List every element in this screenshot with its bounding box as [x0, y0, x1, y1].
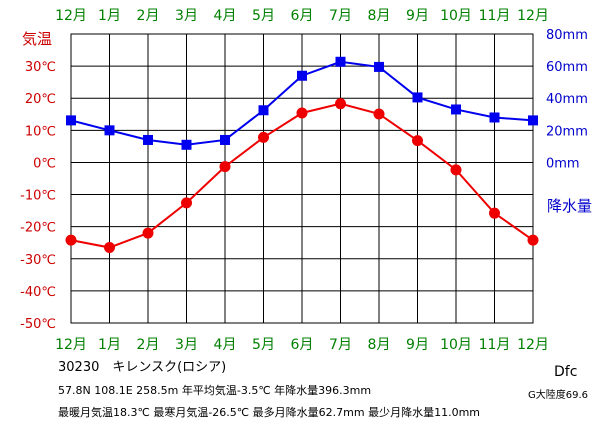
precipitation-tick-label: 60mm: [546, 60, 588, 75]
temperature-tick-label: 20℃: [25, 92, 56, 107]
temperature-point: [219, 161, 231, 173]
temperature-point: [335, 98, 346, 110]
month-label: 6月: [291, 8, 314, 24]
month-label: 12月: [517, 8, 549, 24]
month-label: 4月: [214, 8, 237, 24]
precipitation-point: [335, 56, 346, 67]
month-label: 3月: [175, 337, 198, 353]
month-label: 4月: [214, 337, 237, 353]
temperature-axis-title: 気温: [22, 30, 52, 48]
temperature-tick-label: -30℃: [20, 253, 56, 268]
koppen-class: Dfc: [554, 364, 578, 380]
precipitation-point: [451, 104, 461, 115]
month-label: 12月: [55, 8, 87, 24]
month-label: 2月: [137, 8, 160, 24]
station-info-line-1: 57.8N 108.1E 258.5m 年平均気温-3.5℃ 年降水量396.3…: [58, 384, 372, 397]
precipitation-point: [104, 125, 115, 136]
month-label: 5月: [252, 8, 275, 24]
temperature-point: [296, 107, 308, 119]
temperature-point: [65, 234, 77, 246]
precipitation-axis-ticks: 80mm 60mm 40mm 20mm 0mm: [546, 28, 588, 171]
temperature-point: [450, 164, 462, 176]
month-label: 10月: [440, 8, 472, 24]
temperature-point: [258, 131, 269, 143]
precipitation-axis-title: 降水量: [547, 197, 592, 215]
precipitation-tick-label: 0mm: [546, 156, 580, 171]
precipitation-point: [297, 70, 307, 81]
temperature-point: [104, 242, 115, 254]
station-info-line-2: 最暖月気温18.3℃ 最寒月気温-26.5℃ 最多月降水量62.7mm 最少月降…: [58, 406, 480, 419]
precipitation-point: [66, 115, 76, 126]
month-label: 6月: [291, 337, 314, 353]
temperature-tick-label: 30℃: [25, 60, 56, 75]
month-label: 7月: [329, 337, 352, 353]
month-label: 11月: [479, 8, 511, 24]
temperature-axis-ticks: 30℃ 20℃ 10℃ 0℃ -10℃ -20℃ -30℃ -40℃ -50℃: [20, 60, 56, 332]
temperature-tick-label: -40℃: [20, 285, 56, 300]
precipitation-point: [143, 134, 153, 145]
precipitation-tick-label: 20mm: [546, 124, 588, 139]
temperature-tick-label: -50℃: [20, 317, 56, 332]
month-label: 9月: [406, 337, 429, 353]
temperature-point: [181, 197, 192, 209]
precipitation-tick-label: 40mm: [546, 92, 588, 107]
month-label: 10月: [440, 337, 472, 353]
grid: [70, 33, 534, 324]
station-name: 30230 キレンスク(ロシア): [58, 360, 227, 375]
month-labels-bottom: 12月 1月 2月 3月 4月 5月 6月 7月 8月 9月 10月 11月 12月: [55, 337, 549, 353]
precipitation-point: [258, 105, 269, 116]
precipitation-tick-label: 80mm: [546, 28, 588, 43]
month-label: 1月: [98, 337, 121, 353]
series-layer: [65, 56, 539, 254]
temperature-point: [142, 227, 154, 239]
month-label: 3月: [175, 8, 198, 24]
month-label: 12月: [55, 337, 87, 353]
month-label: 1月: [98, 8, 121, 24]
precipitation-point: [528, 115, 538, 126]
month-label: 11月: [479, 337, 511, 353]
temperature-point: [412, 135, 423, 147]
temperature-tick-label: 0℃: [33, 156, 56, 171]
month-label: 8月: [368, 337, 391, 353]
month-label: 8月: [368, 8, 391, 24]
precipitation-point: [489, 112, 500, 123]
temperature-point: [373, 108, 385, 120]
month-label: 5月: [252, 337, 275, 353]
continentality-index: G大陸度69.6: [528, 390, 589, 401]
month-label: 12月: [517, 337, 549, 353]
precipitation-point: [181, 139, 192, 150]
precipitation-point: [374, 61, 384, 72]
precipitation-point: [220, 134, 230, 145]
month-label: 9月: [406, 8, 429, 24]
month-label: 7月: [329, 8, 352, 24]
month-labels-top: 12月 1月 2月 3月 4月 5月 6月 7月 8月 9月 10月 11月 12月: [55, 8, 549, 24]
precipitation-point: [412, 92, 423, 103]
temperature-point: [489, 207, 500, 219]
temperature-tick-label: 10℃: [25, 124, 56, 139]
month-label: 2月: [137, 337, 160, 353]
temperature-point: [527, 234, 539, 246]
temperature-tick-label: -20℃: [20, 221, 56, 236]
temperature-tick-label: -10℃: [20, 189, 56, 204]
